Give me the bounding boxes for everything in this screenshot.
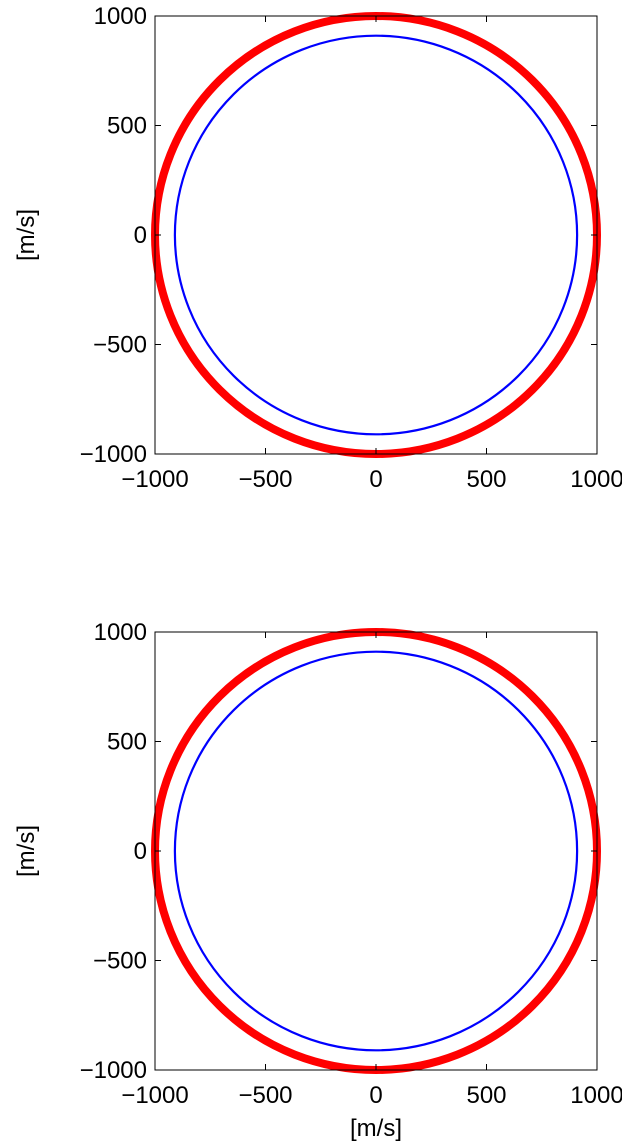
x-tick-label: 0	[369, 466, 382, 493]
x-tick-label: −500	[238, 466, 292, 493]
x-tick-label: 1000	[570, 1082, 622, 1109]
x-tick-label: 500	[466, 1082, 506, 1109]
inner-blue-circle	[173, 650, 579, 1052]
x-axis-label: [m/s]	[350, 1115, 402, 1142]
y-tick-label: −500	[93, 948, 147, 975]
bottom-plot: −1000 −500 0 500 1000 −1000 −500 0 500 1000 [m/s] […	[13, 619, 622, 1142]
y-tick-label: 500	[107, 729, 147, 756]
y-tick-label: −1000	[80, 441, 147, 468]
inner-blue-circle	[173, 34, 579, 436]
y-tick-label: 1000	[94, 3, 147, 30]
y-axis-label: [m/s]	[13, 209, 40, 261]
x-tick-label: 0	[369, 1082, 382, 1109]
x-tick-label: −1000	[121, 1082, 188, 1109]
y-tick-label: 1000	[94, 619, 147, 646]
y-axis-label: [m/s]	[13, 825, 40, 877]
top-plot: −1000 −500 0 500 1000 −1000 −500 0 500 1000 [m/s]	[13, 3, 622, 493]
y-tick-label: 0	[134, 838, 147, 865]
y-tick-label: −1000	[80, 1057, 147, 1084]
x-tick-label: −500	[238, 1082, 292, 1109]
y-tick-label: −500	[93, 332, 147, 359]
outer-red-circle	[151, 628, 601, 1074]
x-tick-label: −1000	[121, 466, 188, 493]
outer-red-circle	[151, 12, 601, 458]
y-tick-label: 500	[107, 113, 147, 140]
x-tick-label: 1000	[570, 466, 622, 493]
x-tick-label: 500	[466, 466, 506, 493]
y-tick-label: 0	[134, 222, 147, 249]
